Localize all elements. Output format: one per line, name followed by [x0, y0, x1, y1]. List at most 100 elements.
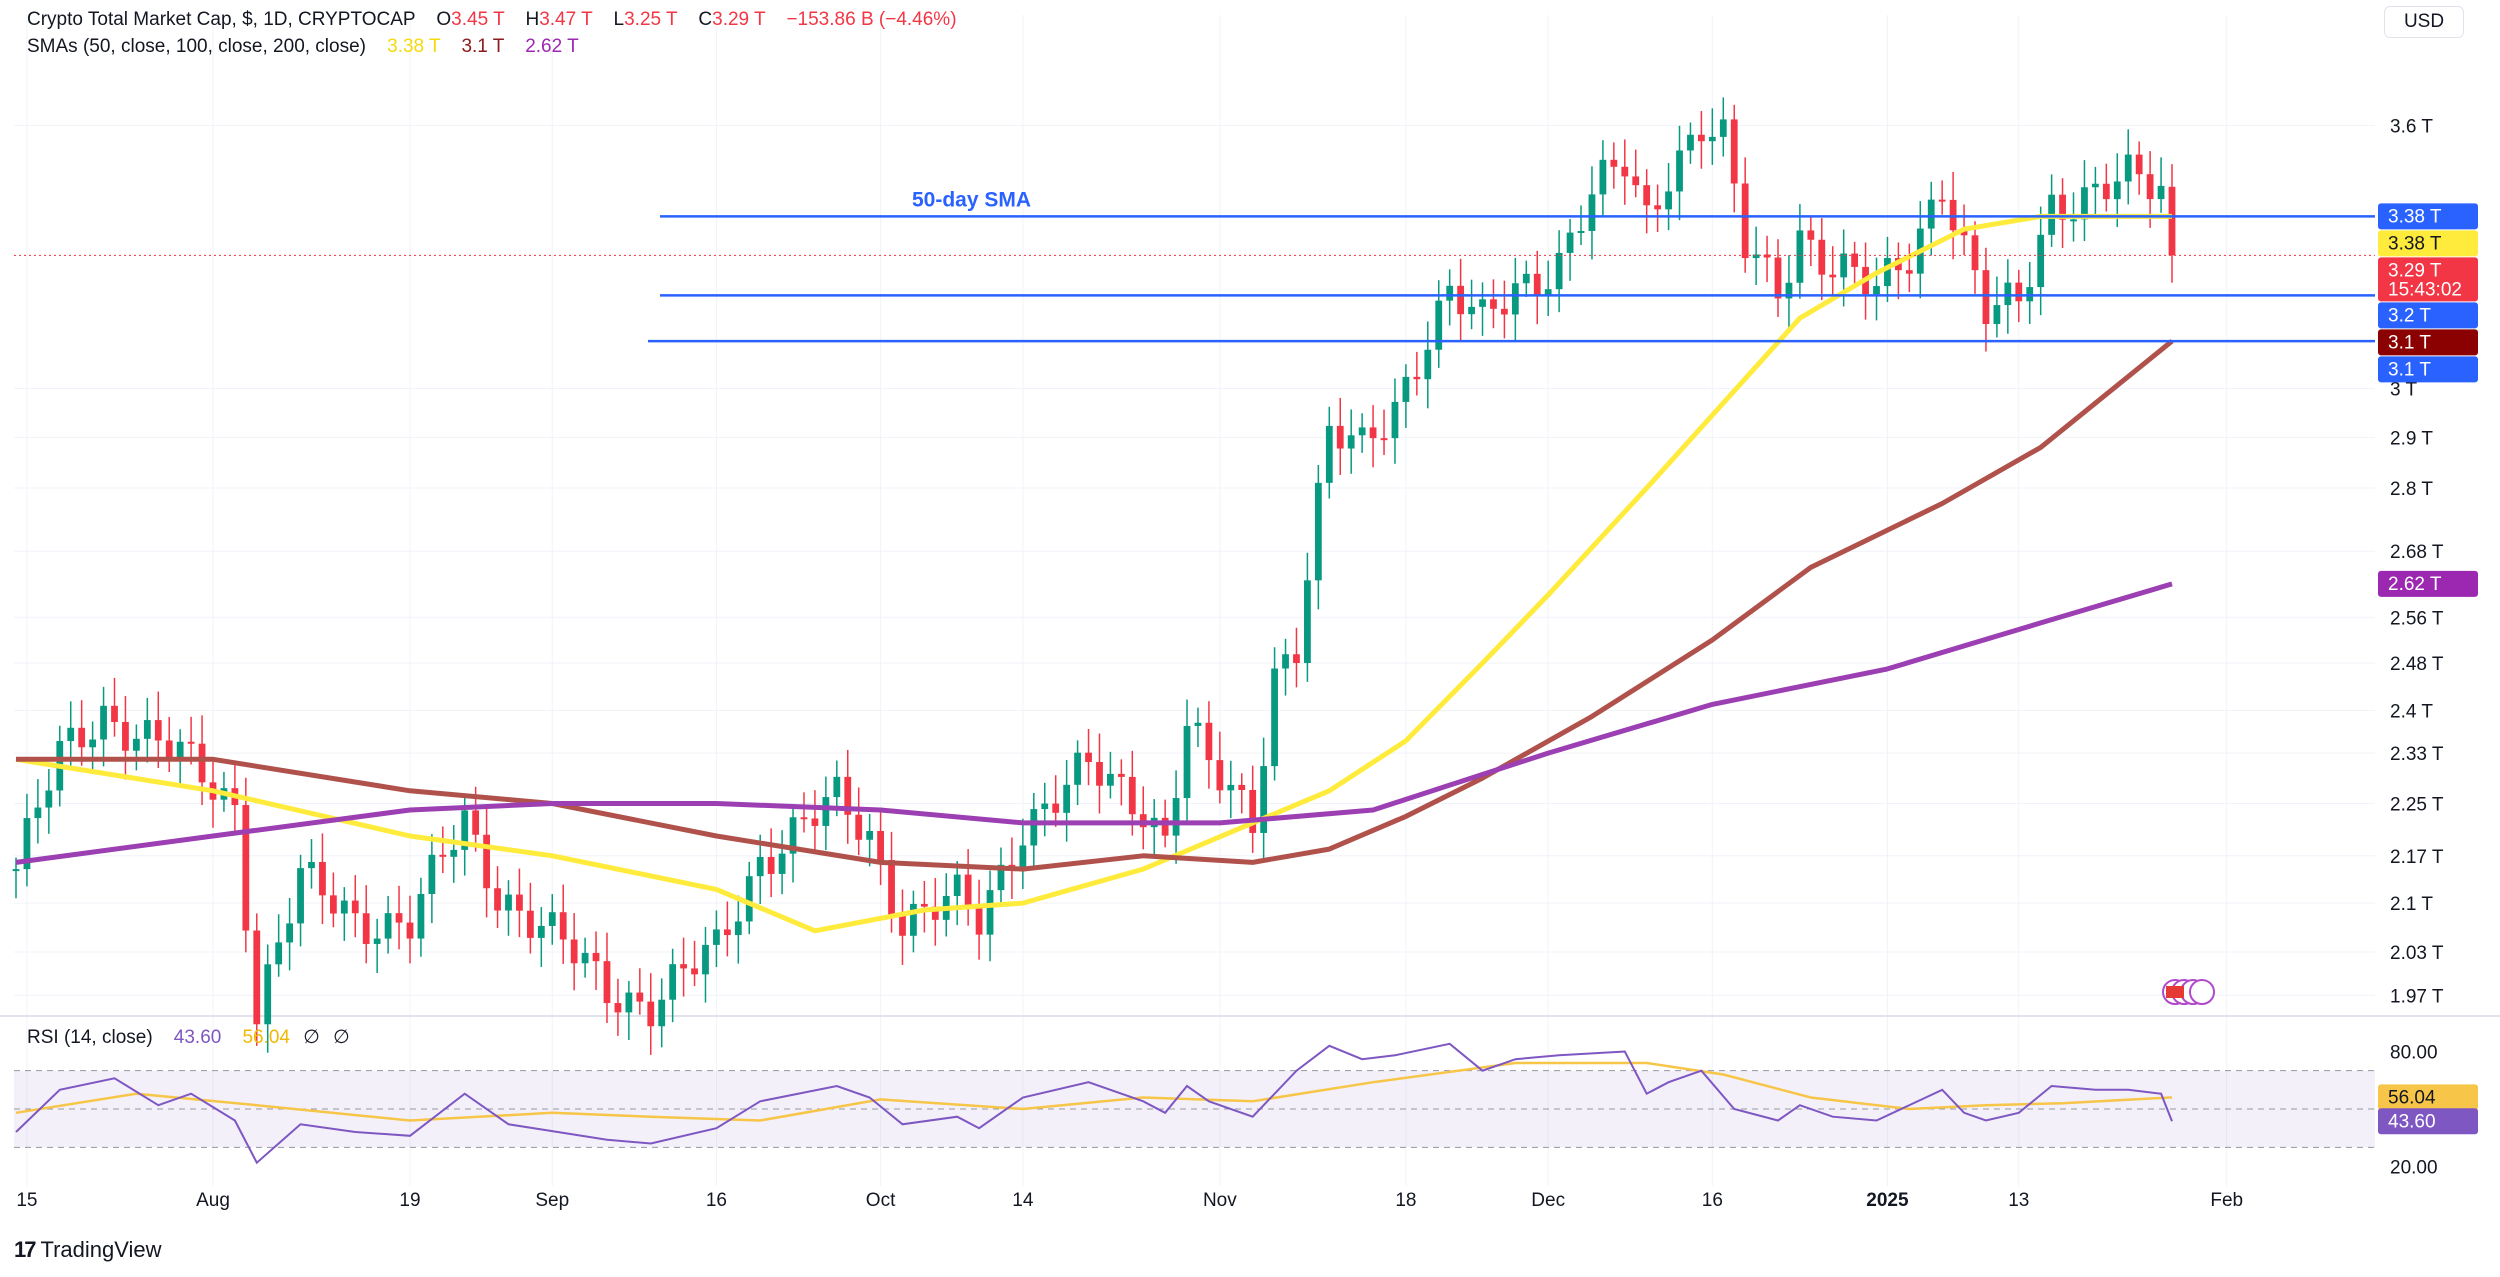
candle-body	[1074, 752, 1081, 785]
candle-body	[592, 952, 600, 962]
candle-body	[1763, 254, 1771, 258]
time-axis-label: 19	[399, 1190, 420, 1211]
candle-body	[1161, 817, 1169, 836]
candle-body	[308, 862, 315, 869]
candle-body	[362, 913, 370, 944]
candle-body	[1741, 183, 1749, 259]
candle-body	[340, 900, 348, 914]
candle-body	[2135, 154, 2143, 175]
candle-body	[1719, 119, 1727, 137]
candle-body	[581, 952, 589, 964]
candle-body	[778, 853, 786, 874]
candle-body	[537, 925, 545, 938]
candle-body	[1665, 191, 1672, 210]
price-axis-label: 3.6 T	[2390, 116, 2433, 137]
candle-body	[1511, 283, 1519, 315]
candle-body	[319, 862, 326, 896]
candle-body	[1304, 580, 1311, 664]
candle-body	[625, 992, 633, 1013]
candle-body	[1807, 230, 1815, 240]
rsi-price-label-text: 56.04	[2388, 1087, 2436, 1108]
candle-body	[603, 961, 611, 1004]
candle-body	[297, 868, 304, 924]
currency-button[interactable]: USD	[2384, 6, 2464, 38]
candle-body	[154, 720, 162, 741]
price-axis-label: 2.68 T	[2390, 542, 2444, 563]
candle-body	[800, 817, 808, 820]
price-axis-label: 2.03 T	[2390, 943, 2444, 964]
sma50-line	[15, 213, 2172, 934]
tradingview-wordmark: TradingView	[40, 1237, 162, 1262]
tradingview-logo[interactable]: 17 TradingView	[14, 1237, 162, 1263]
price-axis-label: 2.56 T	[2390, 608, 2444, 629]
candle-body	[866, 830, 874, 840]
candle-body	[1818, 239, 1826, 275]
price-label-text: 3.2 T	[2388, 305, 2431, 326]
tradingview-logo-icon: 17	[14, 1237, 37, 1262]
candle-body	[516, 894, 523, 911]
rsi-legend[interactable]: RSI (14, close) 43.60 56.04 ∅ ∅	[27, 1026, 350, 1049]
candle-body	[1063, 784, 1071, 813]
candle-body	[658, 999, 666, 1027]
candle-body	[1424, 349, 1432, 380]
candle-body	[264, 964, 272, 1025]
null-icon: ∅	[333, 1027, 350, 1048]
price-axis-label: 2.48 T	[2390, 654, 2444, 675]
candle-body	[1107, 773, 1114, 786]
symbol-title[interactable]: Crypto Total Market Cap, $, 1D, CRYPTOCA…	[27, 9, 416, 30]
price-axis-label: 2.4 T	[2390, 701, 2433, 722]
candle-body	[680, 964, 687, 969]
price-label	[2378, 230, 2478, 257]
candle-body	[1698, 134, 1705, 142]
sma50-value: 3.38 T	[387, 36, 441, 57]
candle-body	[745, 876, 753, 922]
price-change: −153.86 B (−4.46%)	[786, 9, 957, 30]
candle-body	[1085, 752, 1092, 763]
candle-body	[1369, 427, 1377, 439]
sma100-line	[16, 339, 2174, 872]
candle-body	[1840, 253, 1848, 278]
candle-body	[1610, 159, 1618, 167]
ohlc-close-value: 3.29 T	[712, 9, 766, 30]
price-label	[2378, 302, 2478, 329]
candle-body	[1391, 401, 1399, 439]
candle-body	[647, 1001, 655, 1027]
candle-body	[1205, 722, 1213, 761]
price-label-text: 3.38 T	[2388, 206, 2442, 227]
candle-body	[1829, 274, 1837, 278]
time-axis-label: 2025	[1866, 1190, 1909, 1211]
ohlc-close-key: C	[698, 9, 713, 30]
candle-body	[1468, 306, 1475, 315]
price-label-text: 3.38 T	[2388, 233, 2442, 254]
candle-body	[767, 856, 775, 874]
candle-body	[1446, 285, 1454, 301]
sma-legend[interactable]: SMAs (50, close, 100, close, 200, close)…	[27, 36, 579, 58]
candle-body	[143, 720, 151, 739]
price-axis-label: 2.25 T	[2390, 795, 2444, 816]
candle-body	[1052, 803, 1060, 813]
candle-body	[1435, 300, 1443, 350]
candle-body	[1271, 668, 1278, 767]
candle-body	[723, 929, 731, 936]
time-axis-label: 16	[706, 1190, 727, 1211]
ohlc-low-value: 3.25 T	[624, 9, 678, 30]
candle-body	[669, 964, 677, 1000]
candle-body	[1216, 760, 1224, 791]
candle-body	[964, 874, 972, 908]
time-axis-label: Aug	[196, 1190, 230, 1211]
candle-body	[1183, 725, 1191, 799]
countdown-text: 15:43:02	[2388, 279, 2462, 300]
candle-body	[111, 705, 118, 722]
candle-body	[461, 810, 469, 850]
candle-body	[1555, 252, 1563, 290]
candle-body	[198, 743, 206, 783]
candle-body	[23, 818, 31, 870]
candle-body	[997, 864, 1005, 891]
candle-body	[888, 860, 895, 915]
rsi-price-label-text: 43.60	[2388, 1111, 2436, 1132]
candle-body	[100, 705, 107, 740]
candle-body	[1851, 253, 1859, 267]
candle-body	[636, 992, 644, 1002]
candle-body	[1522, 273, 1530, 284]
